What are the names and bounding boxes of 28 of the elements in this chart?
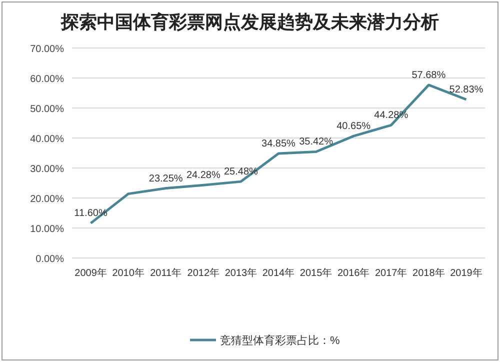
- x-tick-label: 2017年: [375, 267, 408, 279]
- y-tick-label: 70.00%: [30, 44, 64, 55]
- x-tick-label: 2019年: [450, 267, 482, 279]
- y-tick-label: 10.00%: [30, 224, 64, 235]
- y-tick-label: 60.00%: [30, 74, 64, 85]
- data-label: 24.28%: [186, 170, 220, 182]
- x-tick-label: 2015年: [300, 267, 332, 279]
- x-tick-label: 2012年: [187, 267, 220, 279]
- data-label: 34.85%: [262, 138, 296, 150]
- y-tick-label: 50.00%: [30, 104, 64, 115]
- chart-title: 探索中国体育彩票网点发展趋势及未来潜力分析: [60, 11, 439, 32]
- x-tick-label: 2014年: [262, 267, 295, 279]
- x-tick-label: 2013年: [224, 267, 258, 279]
- x-tick-label: 2009年: [74, 267, 107, 279]
- data-label: 57.68%: [412, 70, 446, 81]
- legend-label: 竞猜型体育彩票占比：%: [220, 334, 340, 347]
- y-tick-label: 0.00%: [36, 254, 64, 265]
- data-label: 23.25%: [148, 173, 183, 184]
- data-label: 52.83%: [449, 84, 484, 96]
- x-tick-label: 2011年: [150, 267, 182, 279]
- y-tick-label: 30.00%: [30, 164, 64, 175]
- x-tick-label: 2010年: [112, 267, 144, 279]
- x-tick-label: 2018年: [412, 267, 445, 279]
- y-tick-label: 20.00%: [30, 194, 64, 205]
- y-tick-label: 40.00%: [30, 134, 64, 145]
- data-label: 35.42%: [299, 136, 334, 148]
- x-tick-label: 2016年: [337, 267, 370, 279]
- data-label: 40.65%: [336, 121, 371, 132]
